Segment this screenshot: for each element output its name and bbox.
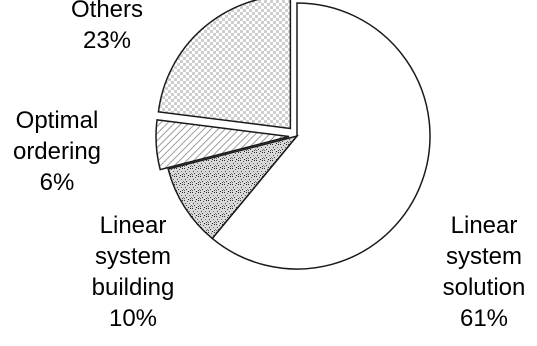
pie-slice-linear-system-building <box>167 134 300 240</box>
slice-name-label: Others <box>71 0 143 23</box>
slice-name-label: Linear <box>451 212 518 239</box>
pie-slice-others <box>157 0 292 130</box>
slice-name-label: ordering <box>13 138 101 165</box>
pie-slice-optimal-ordering <box>155 118 290 171</box>
slice-name-label: system <box>95 243 171 270</box>
slice-percent-label: 61% <box>460 305 508 332</box>
slice-name-label: system <box>446 243 522 270</box>
slice-name-label: Optimal <box>16 107 99 134</box>
slice-percent-label: 6% <box>40 169 75 196</box>
slice-percent-label: 10% <box>109 305 157 332</box>
slice-name-label: building <box>92 274 175 301</box>
pie-slices <box>155 0 431 270</box>
slice-name-label: Linear <box>100 212 167 239</box>
pie-labels: Linear system solution 61% Linear system build… <box>13 0 525 332</box>
slice-percent-label: 23% <box>83 27 131 54</box>
slice-name-label: solution <box>443 274 526 301</box>
pie-slice-linear-system-solution <box>211 2 431 270</box>
